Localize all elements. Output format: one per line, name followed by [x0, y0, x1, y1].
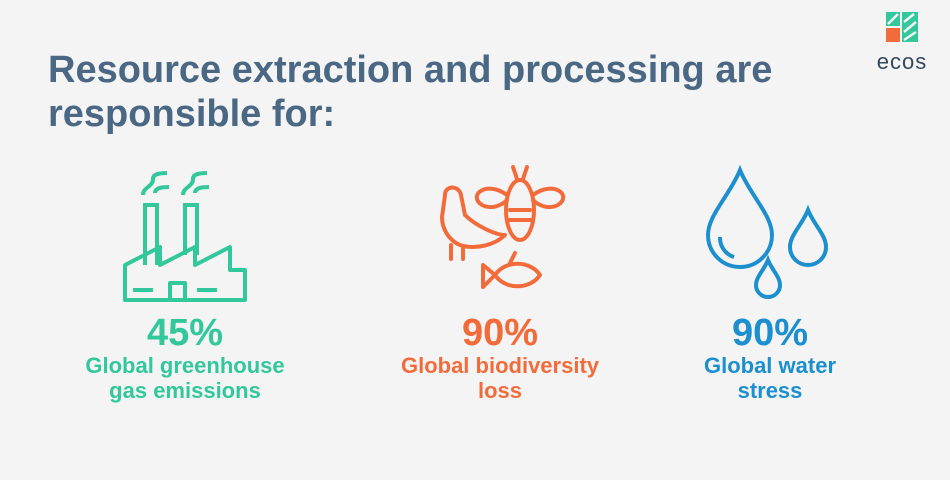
stat-value: 90%: [461, 312, 539, 354]
stat: 90% Global water stress: [660, 165, 880, 403]
stat-label: Global biodiversity loss: [400, 353, 600, 403]
stat-value: 90%: [731, 312, 809, 354]
stat: 45% Global greenhouse gas emissions: [60, 165, 310, 403]
water-icon: [705, 165, 829, 299]
stat-value: 45%: [146, 312, 224, 354]
stat-label: Global greenhouse gas emissions: [85, 353, 285, 403]
wildlife-icon: [440, 165, 566, 289]
logo-icon: [886, 12, 918, 42]
title: Resource extraction and processing are r…: [48, 49, 773, 135]
logo: ecos: [862, 10, 942, 75]
stat: 90% Global biodiversity loss: [375, 165, 625, 403]
factory-icon: [123, 171, 247, 302]
stat-label: Global water stress: [703, 353, 837, 403]
logo-text: ecos: [876, 49, 928, 74]
